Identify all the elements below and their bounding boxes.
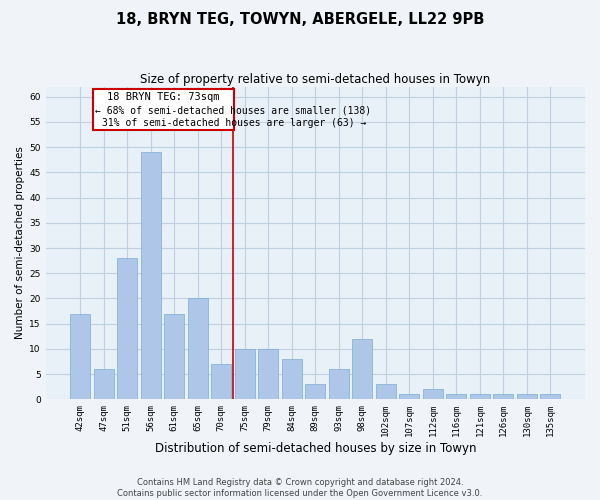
X-axis label: Distribution of semi-detached houses by size in Towyn: Distribution of semi-detached houses by … [155, 442, 476, 455]
Text: 31% of semi-detached houses are larger (63) →: 31% of semi-detached houses are larger (… [103, 118, 367, 128]
Bar [470, 394, 490, 400]
Bar [305, 384, 325, 400]
Y-axis label: Number of semi-detached properties: Number of semi-detached properties [15, 146, 25, 340]
Bar [211, 364, 231, 400]
Bar [258, 349, 278, 400]
Bar [140, 152, 161, 400]
Bar [400, 394, 419, 400]
Bar [188, 298, 208, 400]
Bar [94, 369, 113, 400]
Bar [117, 258, 137, 400]
Bar [329, 369, 349, 400]
Bar [70, 314, 90, 400]
Bar [423, 389, 443, 400]
Bar [541, 394, 560, 400]
Bar [352, 339, 373, 400]
Text: 18, BRYN TEG, TOWYN, ABERGELE, LL22 9PB: 18, BRYN TEG, TOWYN, ABERGELE, LL22 9PB [116, 12, 484, 28]
FancyBboxPatch shape [93, 89, 234, 130]
Bar [282, 359, 302, 400]
Bar [235, 349, 254, 400]
Bar [493, 394, 514, 400]
Text: 18 BRYN TEG: 73sqm: 18 BRYN TEG: 73sqm [107, 92, 220, 102]
Bar [376, 384, 396, 400]
Bar [164, 314, 184, 400]
Bar [517, 394, 537, 400]
Title: Size of property relative to semi-detached houses in Towyn: Size of property relative to semi-detach… [140, 72, 490, 86]
Text: ← 68% of semi-detached houses are smaller (138): ← 68% of semi-detached houses are smalle… [95, 106, 371, 116]
Bar [446, 394, 466, 400]
Text: Contains HM Land Registry data © Crown copyright and database right 2024.
Contai: Contains HM Land Registry data © Crown c… [118, 478, 482, 498]
